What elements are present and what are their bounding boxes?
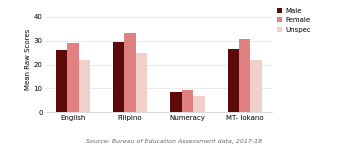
- Bar: [79, 60, 90, 112]
- Bar: [170, 92, 182, 112]
- Bar: [251, 60, 262, 112]
- Bar: [56, 50, 67, 112]
- Text: Source: Bureau of Education Assessment data, 2017-18: Source: Bureau of Education Assessment d…: [87, 139, 262, 144]
- Bar: [136, 53, 147, 112]
- Bar: [125, 34, 136, 112]
- Bar: [239, 39, 251, 112]
- Y-axis label: Mean Raw Scores: Mean Raw Scores: [25, 29, 31, 90]
- Bar: [193, 96, 205, 112]
- Legend: Male, Female, Unspec: Male, Female, Unspec: [275, 5, 313, 36]
- Bar: [182, 90, 193, 112]
- Bar: [67, 43, 79, 112]
- Bar: [228, 49, 239, 112]
- Bar: [113, 42, 125, 112]
